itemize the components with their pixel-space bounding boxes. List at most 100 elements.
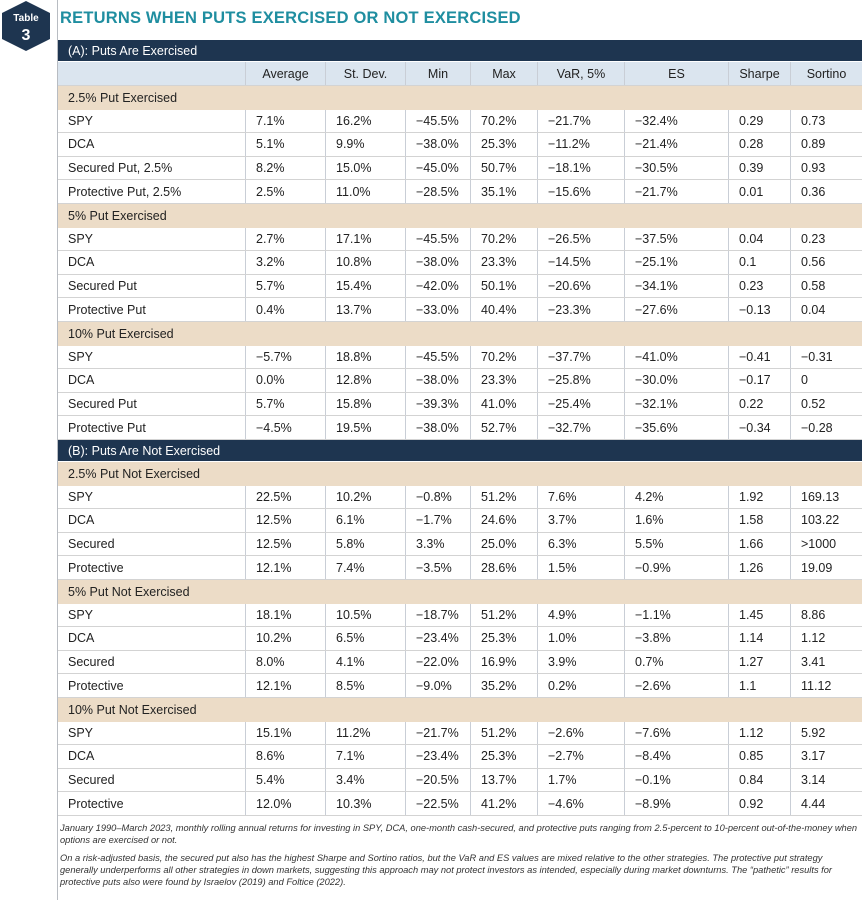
row-label: Protective — [68, 796, 124, 811]
table-row: DCA 0.0% 12.8% −38.0% 23.3% −25.8% −30.0% −0.17… — [58, 369, 862, 393]
cell-value: 7.6% — [537, 485, 624, 509]
table-row: DCA 10.2% 6.5% −23.4% 25.3% 1.0% −3.8% 1.14 1.12 — [58, 627, 862, 651]
row-label: DCA — [68, 255, 95, 270]
row-label: Secured Put, 2.5% — [68, 161, 173, 176]
cell-value: 1.58 — [728, 509, 790, 532]
cell-value: −25.1% — [624, 251, 728, 274]
cell-value: −4.6% — [537, 792, 624, 815]
cell-value: −0.28 — [790, 416, 862, 439]
cell-value: >1000 — [790, 532, 862, 556]
row-label: SPY — [68, 349, 94, 364]
cell-value: 12.0% — [245, 792, 325, 815]
cell-value: 5.7% — [245, 274, 325, 298]
group-header: 5% Put Not Exercised — [58, 580, 862, 604]
cell-value: 0.85 — [728, 745, 790, 768]
row-label: SPY — [68, 113, 94, 128]
cell-value: 19.5% — [325, 416, 405, 439]
cell-value: −4.5% — [245, 416, 325, 439]
cell-value: 10.2% — [245, 627, 325, 650]
table-row: Protective Put, 2.5% 2.5% 11.0% −28.5% 35.1%… — [58, 180, 862, 204]
cell-value: −18.1% — [537, 156, 624, 180]
cell-value: 19.09 — [790, 556, 862, 579]
rule — [57, 0, 58, 900]
cell-value: 1.14 — [728, 627, 790, 650]
table-row: Protective 12.0% 10.3% −22.5% 41.2% −4.6% −8.9… — [58, 792, 862, 816]
cell-value: −34.1% — [624, 274, 728, 298]
cell-value: 25.3% — [470, 745, 537, 768]
group-header: 10% Put Exercised — [58, 322, 862, 346]
cell-value: 0.56 — [790, 251, 862, 274]
cell-value: 28.6% — [470, 556, 537, 579]
table-row: Protective Put 0.4% 13.7% −33.0% 40.4% −23.3%… — [58, 298, 862, 322]
footnote: January 1990–March 2023, monthly rolling… — [60, 823, 858, 845]
cell-value: −0.1% — [624, 768, 728, 792]
cell-value: −14.5% — [537, 251, 624, 274]
column-header-row: Average St. Dev. Min Max VaR, 5% ES Sharpe Sort… — [58, 62, 862, 86]
row-label: SPY — [68, 231, 94, 246]
cell-value: 0.52 — [790, 392, 862, 416]
cell-value: 0.1 — [728, 251, 790, 274]
cell-value: −21.7% — [405, 721, 470, 745]
cell-value: −9.0% — [405, 674, 470, 697]
cell-value: 8.0% — [245, 650, 325, 674]
cell-value: 41.0% — [470, 392, 537, 416]
cell-value: 10.5% — [325, 603, 405, 627]
cell-value: 5.4% — [245, 768, 325, 792]
cell-value: 7.1% — [245, 109, 325, 133]
cell-value: −3.5% — [405, 556, 470, 579]
cell-value: 1.12 — [790, 627, 862, 650]
cell-value: 0.04 — [728, 227, 790, 251]
cell-value: 1.45 — [728, 603, 790, 627]
cell-value: 12.8% — [325, 369, 405, 392]
cell-value: 0.93 — [790, 156, 862, 180]
cell-value: −45.0% — [405, 156, 470, 180]
cell-value: 4.44 — [790, 792, 862, 815]
table-row: Protective 12.1% 8.5% −9.0% 35.2% 0.2% −2.6% 1.… — [58, 674, 862, 698]
cell-value: 16.2% — [325, 109, 405, 133]
cell-value: 4.1% — [325, 650, 405, 674]
cell-value: −15.6% — [537, 180, 624, 203]
cell-value: 51.2% — [470, 485, 537, 509]
cell-value: 13.7% — [325, 298, 405, 321]
group-header: 2.5% Put Exercised — [58, 86, 862, 110]
cell-value: 10.8% — [325, 251, 405, 274]
cell-value: 2.5% — [245, 180, 325, 203]
cell-value: −45.5% — [405, 345, 470, 369]
cell-value: 12.5% — [245, 532, 325, 556]
column-header: Max — [470, 62, 537, 85]
cell-value: −23.4% — [405, 745, 470, 768]
group-header: 5% Put Exercised — [58, 204, 862, 228]
row-label: Secured Put — [68, 279, 137, 294]
cell-value: −11.2% — [537, 133, 624, 156]
cell-value: −38.0% — [405, 416, 470, 439]
cell-value: −21.7% — [624, 180, 728, 203]
cell-value: 23.3% — [470, 251, 537, 274]
table-row: Secured 12.5% 5.8% 3.3% 25.0% 6.3% 5.5% 1.66 >10… — [58, 532, 862, 557]
cell-value: −2.6% — [624, 674, 728, 697]
cell-value: 4.2% — [624, 485, 728, 509]
cell-value: 5.8% — [325, 532, 405, 556]
cell-value: 9.9% — [325, 133, 405, 156]
cell-value: −3.8% — [624, 627, 728, 650]
cell-value: 1.1 — [728, 674, 790, 697]
cell-value: 6.3% — [537, 532, 624, 556]
cell-value: 25.3% — [470, 627, 537, 650]
row-label: Protective — [68, 560, 124, 575]
cell-value: −0.31 — [790, 345, 862, 369]
table-row: SPY 7.1% 16.2% −45.5% 70.2% −21.7% −32.4% 0.29 0… — [58, 109, 862, 134]
table-row: Secured Put, 2.5% 8.2% 15.0% −45.0% 50.7% −18… — [58, 156, 862, 181]
cell-value: 22.5% — [245, 485, 325, 509]
cell-value: −38.0% — [405, 369, 470, 392]
cell-value: 0.28 — [728, 133, 790, 156]
cell-value: −37.5% — [624, 227, 728, 251]
cell-value: −32.4% — [624, 109, 728, 133]
row-label: DCA — [68, 373, 95, 388]
cell-value: 3.17 — [790, 745, 862, 768]
cell-value: 12.1% — [245, 556, 325, 579]
cell-value: −38.0% — [405, 251, 470, 274]
cell-value: −30.5% — [624, 156, 728, 180]
cell-value: 6.1% — [325, 509, 405, 532]
cell-value: 2.7% — [245, 227, 325, 251]
cell-value: −8.4% — [624, 745, 728, 768]
cell-value: 3.3% — [405, 532, 470, 556]
